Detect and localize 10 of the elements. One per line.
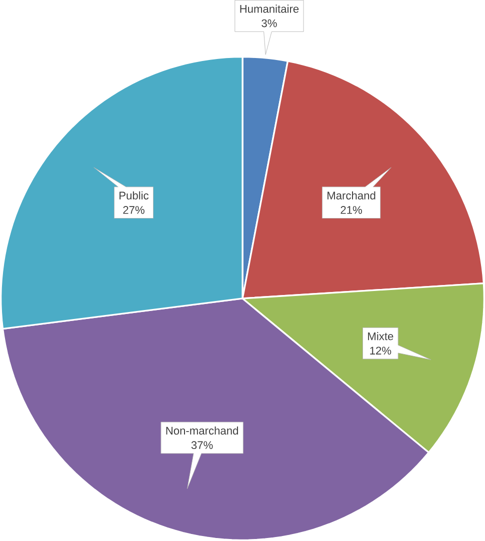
data-label: 21% <box>340 206 362 214</box>
data-label: 37% <box>191 441 213 450</box>
slice-label: Public <box>120 191 149 200</box>
data-label: 12% <box>370 346 392 355</box>
slice-label: Humanitaire <box>240 4 299 13</box>
data-label: 3% <box>262 19 277 28</box>
slice-label: Mixte <box>368 332 394 340</box>
data-label: 27% <box>123 206 144 214</box>
slice-label: Non-marchand <box>166 426 238 435</box>
slice-label: Marchand <box>328 191 376 200</box>
